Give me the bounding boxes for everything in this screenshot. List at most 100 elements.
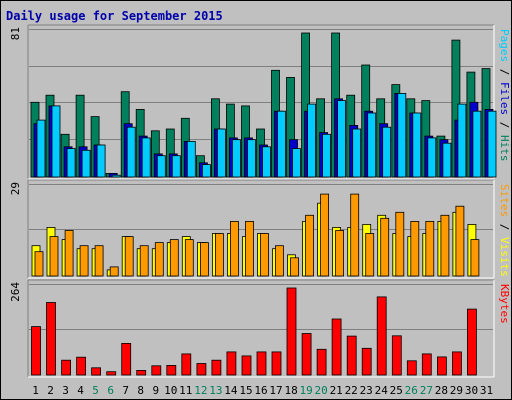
bar-kbytes-day-11 <box>181 353 192 376</box>
x-tick-day-5: 5 <box>92 384 99 397</box>
panel-top-legend: Pages / Files / Hits <box>498 29 511 162</box>
bar-kbytes-day-12 <box>196 363 207 376</box>
bar-pages-day-26 <box>412 112 422 178</box>
bar-kbytes-day-4 <box>76 356 86 376</box>
panel-bottom-legend: KBytes <box>498 284 511 324</box>
x-tick-day-21: 21 <box>330 384 343 397</box>
x-tick-day-7: 7 <box>122 384 129 397</box>
bar-sites-day-24 <box>380 217 390 277</box>
bar-pages-day-13 <box>216 128 226 178</box>
x-tick-day-24: 24 <box>375 384 389 397</box>
bar-sites-day-8 <box>139 245 149 277</box>
bar-kbytes-day-13 <box>211 359 222 376</box>
bar-sites-day-23 <box>365 233 375 277</box>
bar-pages-day-18 <box>292 148 301 178</box>
bar-sites-day-13 <box>214 233 224 277</box>
legend-sites: Sites <box>498 184 511 217</box>
bar-sites-day-11 <box>184 239 194 277</box>
bar-pages-day-25 <box>397 93 407 178</box>
x-tick-day-30: 30 <box>465 384 478 397</box>
bar-pages-day-31 <box>487 110 497 178</box>
x-tick-day-23: 23 <box>360 384 373 397</box>
bar-pages-day-2 <box>51 105 61 178</box>
bar-sites-day-3 <box>64 230 74 277</box>
x-tick-day-1: 1 <box>32 384 39 397</box>
panel-bottom-ymax-label: 264 <box>9 282 22 302</box>
bar-kbytes-day-26 <box>406 360 417 376</box>
x-tick-day-12: 12 <box>194 384 207 397</box>
bar-pages-day-9 <box>156 155 166 178</box>
panel-middle-ymax-label: 29 <box>9 182 22 195</box>
legend-files: Files <box>498 82 511 115</box>
x-tick-day-16: 16 <box>254 384 267 397</box>
x-tick-day-11: 11 <box>179 384 192 397</box>
bar-kbytes-day-21 <box>331 318 342 376</box>
x-tick-day-8: 8 <box>137 384 144 397</box>
x-tick-day-29: 29 <box>450 384 463 397</box>
bar-sites-day-30 <box>470 239 480 277</box>
bar-pages-day-6 <box>111 174 121 178</box>
bar-kbytes-day-24 <box>376 296 387 376</box>
bar-pages-day-22 <box>352 128 362 178</box>
bar-kbytes-day-2 <box>46 302 56 376</box>
bar-pages-day-5 <box>96 144 106 178</box>
x-tick-day-17: 17 <box>269 384 282 397</box>
bar-kbytes-day-18 <box>286 287 297 376</box>
x-tick-day-15: 15 <box>239 384 252 397</box>
bar-sites-day-27 <box>425 220 435 277</box>
bar-pages-day-24 <box>382 126 392 178</box>
legend-hits: Hits <box>498 135 511 162</box>
bar-kbytes-day-29 <box>451 351 462 376</box>
legend-separator: / <box>498 217 511 237</box>
bar-sites-day-10 <box>169 239 179 277</box>
x-tick-day-13: 13 <box>209 384 222 397</box>
bar-sites-day-28 <box>440 214 450 277</box>
legend-pages: Pages <box>498 29 511 62</box>
x-tick-day-22: 22 <box>345 384 358 397</box>
bar-kbytes-day-3 <box>61 359 71 376</box>
bar-kbytes-day-10 <box>166 364 177 376</box>
bar-pages-day-30 <box>472 110 482 178</box>
bar-pages-day-27 <box>427 137 437 178</box>
bar-kbytes-day-28 <box>436 356 447 376</box>
bar-pages-day-29 <box>457 103 467 178</box>
bar-pages-day-17 <box>277 110 286 178</box>
bar-kbytes-day-9 <box>151 365 162 376</box>
panel-middle-legend: Sites / Visits <box>498 184 511 277</box>
bar-sites-day-6 <box>109 266 119 277</box>
x-tick-day-2: 2 <box>47 384 54 397</box>
bar-sites-day-12 <box>199 242 209 277</box>
bar-kbytes-day-20 <box>316 348 327 376</box>
x-tick-day-18: 18 <box>284 384 297 397</box>
bar-kbytes-day-5 <box>91 367 101 376</box>
bar-kbytes-day-7 <box>121 342 132 376</box>
bar-sites-day-16 <box>260 233 269 277</box>
bar-pages-day-10 <box>171 155 181 178</box>
bar-sites-day-14 <box>229 220 239 277</box>
bar-pages-day-8 <box>141 137 151 178</box>
bar-sites-day-21 <box>335 230 345 277</box>
x-tick-day-28: 28 <box>435 384 448 397</box>
x-tick-day-31: 31 <box>480 384 493 397</box>
bar-sites-day-5 <box>94 245 104 277</box>
x-tick-day-20: 20 <box>314 384 327 397</box>
bar-kbytes-day-16 <box>256 351 267 376</box>
bar-kbytes-day-8 <box>136 369 147 376</box>
bar-sites-day-2 <box>49 236 59 277</box>
x-tick-day-3: 3 <box>62 384 69 397</box>
x-tick-day-26: 26 <box>405 384 418 397</box>
bar-kbytes-day-6 <box>106 371 117 376</box>
legend-visits: Visits <box>498 237 511 277</box>
x-tick-day-4: 4 <box>77 384 84 397</box>
bar-kbytes-day-15 <box>241 355 252 376</box>
chart-title: Daily usage for September 2015 <box>6 9 223 23</box>
bar-sites-day-22 <box>350 193 360 277</box>
bar-sites-day-25 <box>395 211 405 277</box>
bar-sites-day-7 <box>124 236 134 277</box>
bar-sites-day-19 <box>305 214 315 277</box>
bar-kbytes-day-17 <box>271 351 282 376</box>
bar-kbytes-day-1 <box>31 326 41 376</box>
bar-kbytes-day-30 <box>466 308 477 376</box>
legend-kbytes: KBytes <box>498 284 511 324</box>
